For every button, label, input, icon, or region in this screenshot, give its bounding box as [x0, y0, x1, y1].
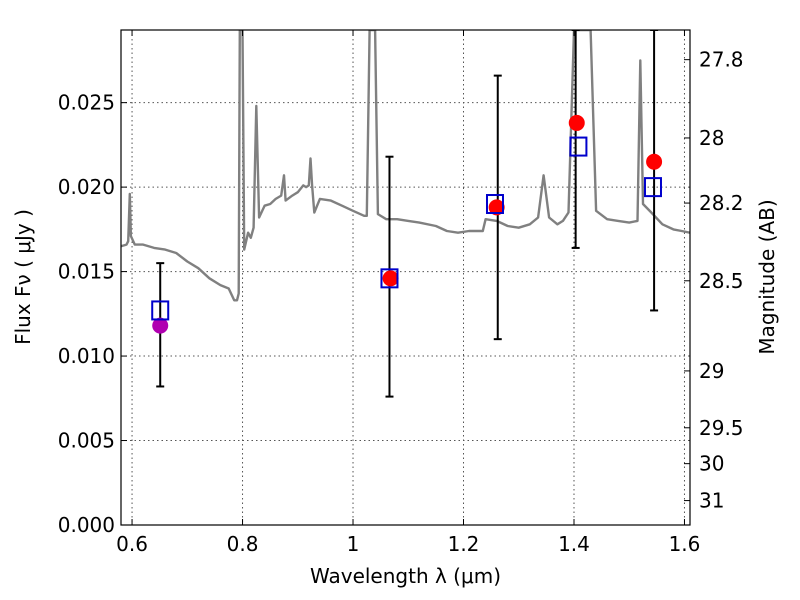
- ticks: 0.6 0.8 1 1.2 1.4 1.6 0.000 0.005 0.010 0.015 0.02…: [58, 30, 744, 556]
- plot-background: [121, 30, 690, 525]
- model-flux-square: [380, 268, 399, 289]
- y-tick-label: 0.010: [58, 344, 115, 368]
- observed-flux-point: [568, 114, 585, 131]
- plot-frame: [120, 29, 691, 526]
- y-tick-label: 0.020: [58, 175, 115, 199]
- observed-flux-point: [646, 153, 663, 170]
- model-flux-square: [643, 177, 662, 198]
- y-tick-label: 0.015: [58, 260, 115, 284]
- mag-tick-label: 28.5: [699, 269, 744, 293]
- observed-flux-point: [152, 317, 169, 334]
- mag-tick-label: 29.5: [699, 416, 744, 440]
- mag-tick-label: 28.2: [699, 191, 744, 215]
- mag-tick-label: 30: [699, 452, 724, 476]
- y-axis-title: Flux Fν ( μJy ): [11, 209, 35, 345]
- model-flux-square: [151, 300, 170, 321]
- x-tick-label: 1: [347, 532, 360, 556]
- y-tick-label: 0.025: [58, 91, 115, 115]
- x-tick-label: 0.6: [116, 532, 148, 556]
- model-flux-square: [569, 136, 588, 157]
- x-tick-label: 1.2: [448, 532, 480, 556]
- x-tick-label: 1.4: [558, 532, 590, 556]
- mag-tick-label: 29: [699, 359, 724, 383]
- x-tick-label: 1.6: [669, 532, 701, 556]
- mag-tick-label: 31: [699, 489, 724, 513]
- observed-flux-point: [488, 199, 505, 216]
- grid: [121, 30, 690, 525]
- observed-flux-point: [382, 270, 399, 287]
- data-layer: [121, 30, 690, 398]
- right-axis-title: Magnitude (AB): [755, 199, 779, 354]
- y-tick-label: 0.000: [58, 513, 115, 537]
- y-tick-label: 0.005: [58, 429, 115, 453]
- mag-tick-label: 28: [699, 126, 724, 150]
- x-tick-label: 0.8: [227, 532, 259, 556]
- mag-tick-label: 27.8: [699, 48, 744, 72]
- x-axis-title: Wavelength λ (μm): [310, 564, 501, 588]
- model-flux-square: [485, 194, 504, 215]
